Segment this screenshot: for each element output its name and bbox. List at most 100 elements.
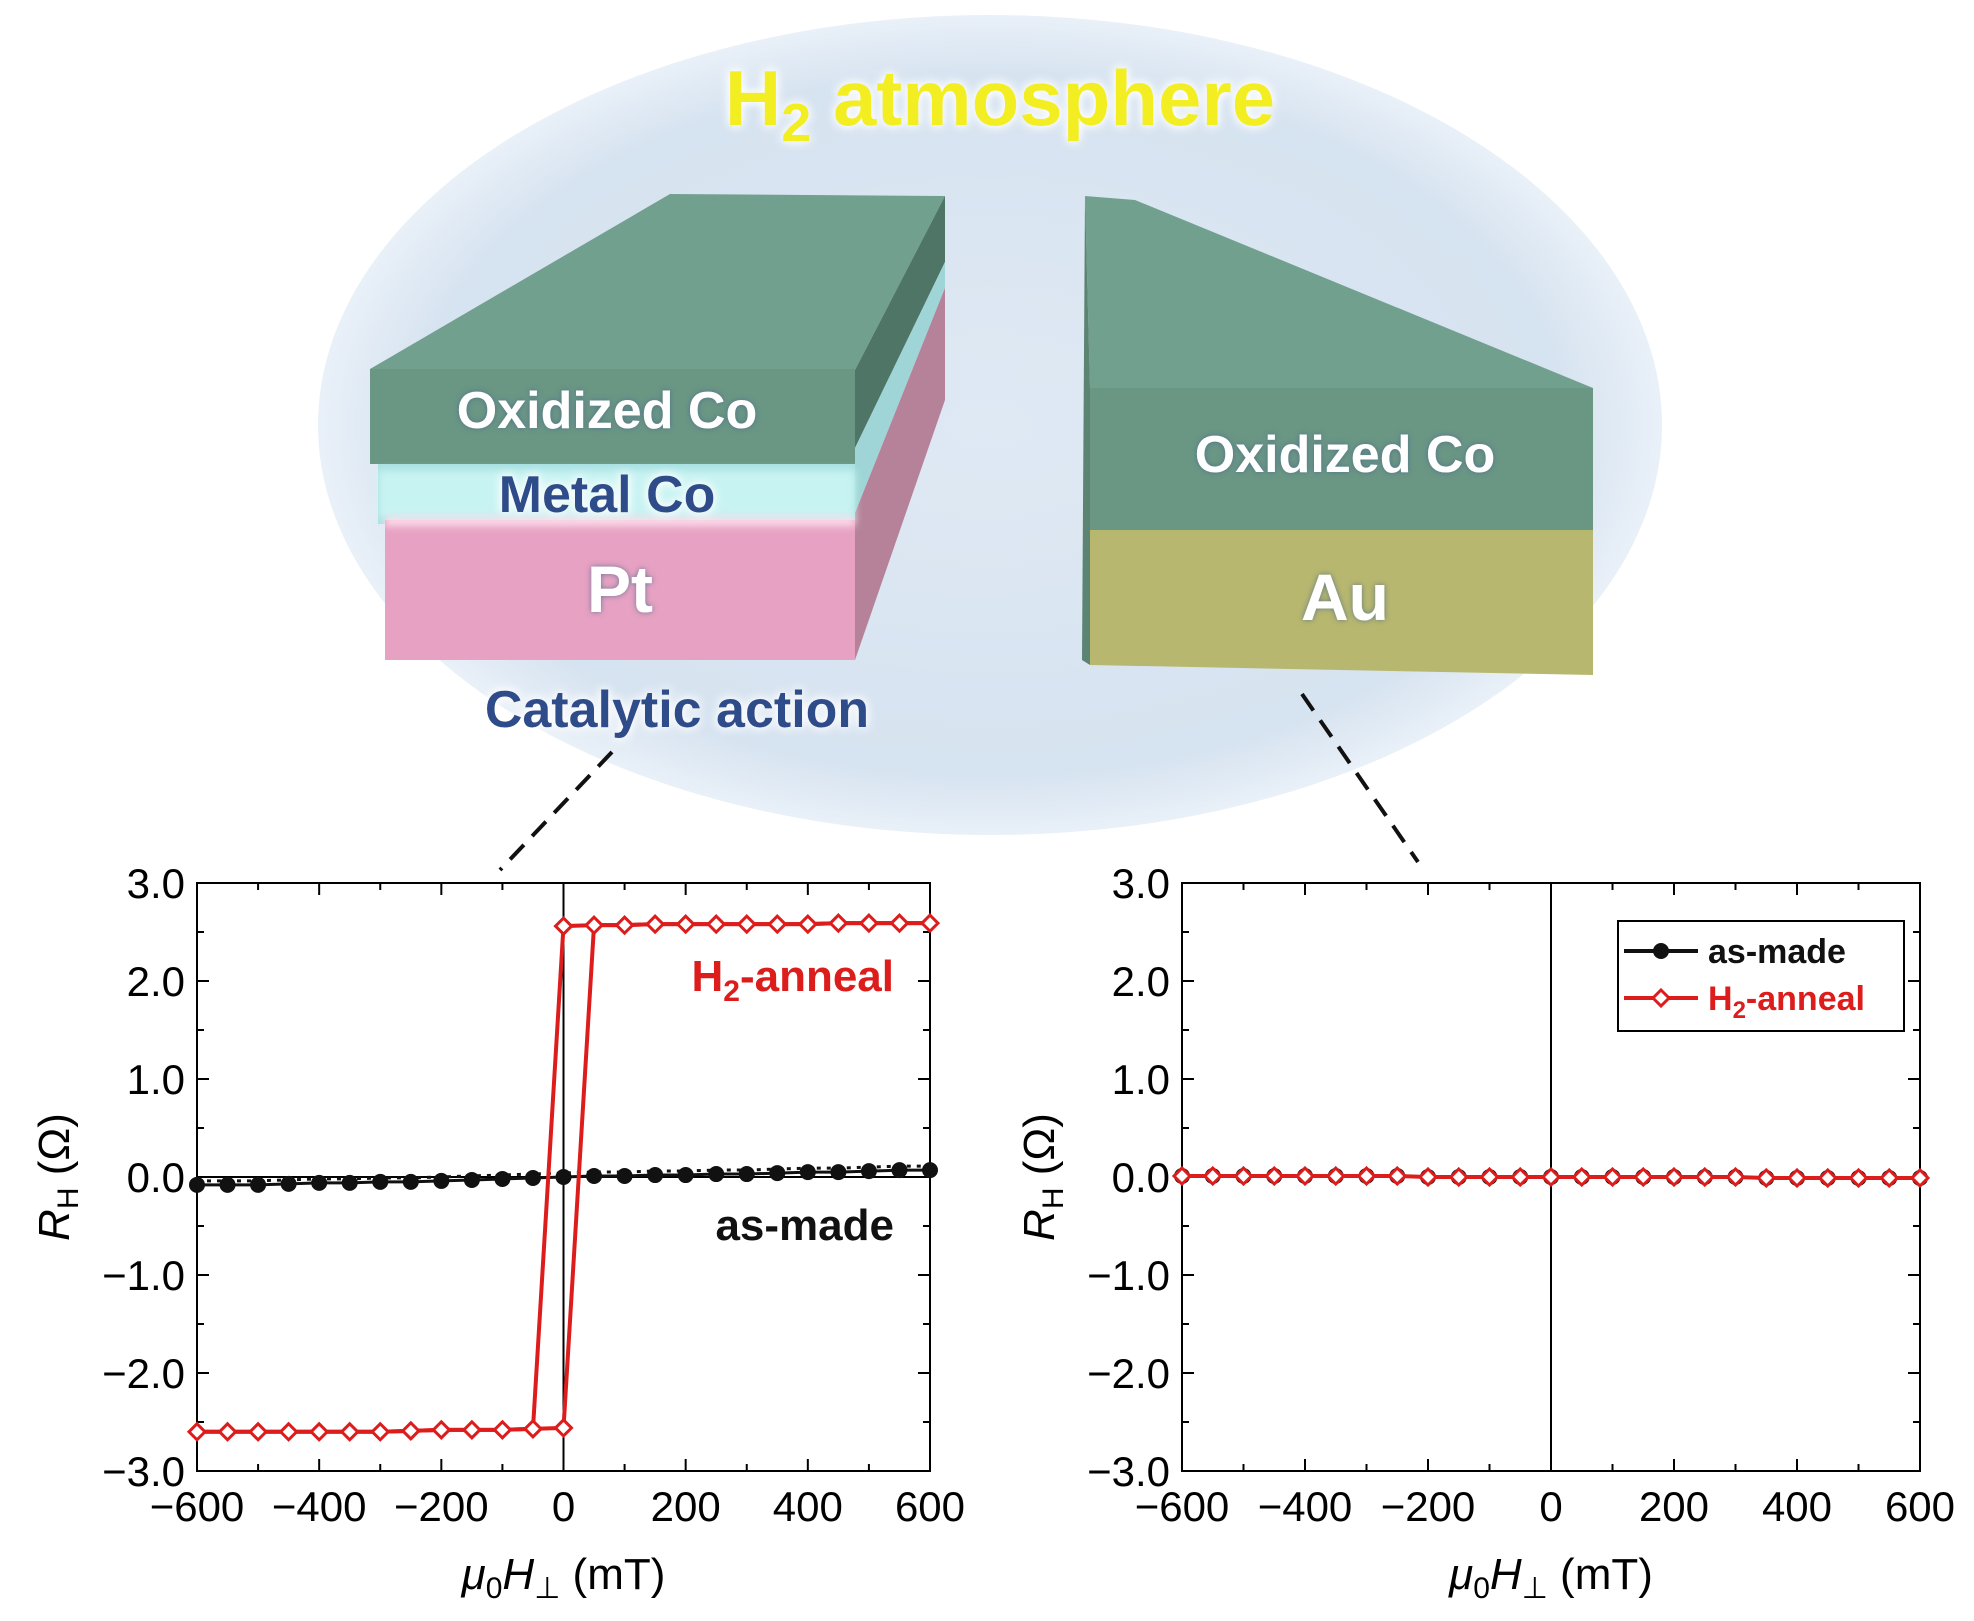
x-tick-label: 200	[651, 1483, 721, 1530]
right-front-au	[1090, 530, 1593, 675]
x-tick-label: 400	[1762, 1483, 1832, 1530]
h2-anneal-point	[431, 1419, 452, 1440]
h2-anneal-point	[400, 1420, 421, 1441]
y-axis-label: RH (Ω)	[1015, 1113, 1070, 1241]
h2-anneal-point	[1694, 1166, 1715, 1188]
h2-anneal-point	[858, 913, 880, 934]
h2-anneal-point	[645, 914, 666, 935]
legend-box	[1617, 920, 1905, 1032]
h2-anneal-point	[309, 1421, 330, 1442]
legend-label-h2-anneal: H2-anneal	[1708, 980, 1865, 1024]
as-made-point	[372, 1173, 389, 1190]
left-front-oxidized-co	[370, 369, 855, 464]
h2-anneal-point	[767, 914, 788, 935]
h2-anneal-annotation: H2-anneal	[691, 952, 894, 1008]
y-tick-label: −3.0	[1087, 1448, 1170, 1495]
as-made-point	[524, 1169, 541, 1186]
as-made-annotation: as-made	[715, 1201, 894, 1250]
x-tick-label: 600	[1885, 1483, 1955, 1530]
h2-anneal-point	[186, 1421, 208, 1442]
legend-marker-h2-anneal	[1650, 987, 1672, 1009]
y-tick-label: −1.0	[1087, 1252, 1170, 1299]
as-made-point	[708, 1166, 725, 1183]
as-made-point	[219, 1176, 236, 1193]
h2-anneal-point	[1356, 1165, 1377, 1187]
as-made-point	[891, 1162, 908, 1179]
as-made-point	[311, 1174, 328, 1191]
as-made-point	[616, 1168, 633, 1185]
x-tick-label: 400	[773, 1483, 843, 1530]
h2-anneal-point	[1479, 1166, 1500, 1188]
x-tick-label: −400	[1258, 1483, 1353, 1530]
as-made-point	[463, 1171, 480, 1188]
legend-label-as-made: as-made	[1708, 933, 1846, 971]
as-made-point	[677, 1167, 694, 1184]
right-block-left-side	[1082, 196, 1090, 665]
as-made-point	[341, 1174, 358, 1191]
h2-anneal-point	[370, 1421, 391, 1442]
h2-anneal-point	[339, 1421, 360, 1442]
h2-anneal-point	[1510, 1166, 1531, 1188]
as-made-point	[830, 1164, 847, 1181]
as-made-point	[738, 1166, 755, 1183]
h2-anneal-point	[1786, 1167, 1808, 1189]
x-tick-label: −200	[1381, 1483, 1476, 1530]
h2-anneal-point	[247, 1421, 269, 1442]
as-made-point	[402, 1173, 419, 1190]
x-tick-label: −400	[272, 1483, 367, 1530]
left-label-oxidized-co: Oxidized Co	[457, 382, 757, 440]
x-axis-label: μ0H⊥ (mT)	[1448, 1550, 1653, 1605]
h2-anneal-point	[1202, 1165, 1223, 1187]
h2-anneal-point	[1756, 1167, 1777, 1189]
right-label-au: Au	[1301, 560, 1389, 634]
y-tick-label: −2.0	[1087, 1350, 1170, 1397]
left-hall-loop-chart: −600 −400 −200 0 200 400 600 3.0 2.0 1.0 0.0 −1.0 −2…	[30, 860, 965, 1605]
h2-anneal-point	[1448, 1166, 1469, 1188]
h2-anneal-point	[1171, 1165, 1193, 1187]
right-front-oxidized-co	[1090, 388, 1593, 530]
h2-anneal-point	[1879, 1167, 1900, 1189]
h2-anneal-point	[919, 913, 941, 934]
h2-anneal-point	[1540, 1166, 1562, 1188]
left-label-metal-co: Metal Co	[499, 466, 716, 524]
as-made-point	[555, 1169, 572, 1185]
left-block-side-pt	[855, 288, 945, 660]
h2-anneal-point	[1848, 1167, 1869, 1189]
left-label-pt: Pt	[587, 552, 653, 626]
y-tick-label: 2.0	[1112, 958, 1170, 1005]
h2-anneal-point	[1417, 1166, 1439, 1188]
h2-anneal-point	[736, 914, 757, 935]
x-tick-label: 600	[895, 1483, 965, 1530]
legend-marker-as-made	[1653, 943, 1669, 959]
x-axis-label: μ0H⊥ (mT)	[461, 1550, 666, 1605]
h2-anneal-point	[278, 1421, 299, 1442]
right-connector-dashed	[1300, 692, 1420, 864]
as-made-point	[860, 1163, 877, 1180]
h2-anneal-point	[553, 915, 574, 937]
as-made-point	[922, 1162, 938, 1179]
y-tick-label: −1.0	[102, 1252, 185, 1299]
h2-anneal-point	[797, 914, 818, 935]
as-made-point	[647, 1167, 664, 1184]
h2-anneal-point	[1325, 1165, 1346, 1187]
y-tick-label: 3.0	[127, 860, 185, 907]
right-hall-loop-chart: −600 −400 −200 0 200 400 600 3.0 2.0 1.0 0.0 −1.0 −2…	[1015, 860, 1955, 1605]
x-tick-label: −600	[150, 1483, 245, 1530]
left-block-side-metal	[855, 262, 945, 513]
h2-anneal-point	[1817, 1167, 1838, 1189]
h2-anneal-point	[1264, 1165, 1285, 1187]
h2-anneal-point	[1387, 1165, 1408, 1187]
atmosphere-title: H2 atmosphere	[725, 54, 1275, 153]
h2-anneal-point	[492, 1419, 513, 1440]
h2-anneal-point	[522, 1418, 544, 1439]
as-made-point	[280, 1175, 297, 1192]
y-tick-label: −3.0	[102, 1448, 185, 1495]
y-tick-label: 3.0	[1112, 860, 1170, 907]
y-tick-label: 2.0	[127, 958, 185, 1005]
as-made-point	[433, 1172, 450, 1189]
h2-anneal-point	[1663, 1166, 1685, 1188]
h2-anneal-point	[1602, 1166, 1623, 1188]
right-block-top-face	[1085, 196, 1593, 388]
as-made-point	[189, 1176, 205, 1193]
